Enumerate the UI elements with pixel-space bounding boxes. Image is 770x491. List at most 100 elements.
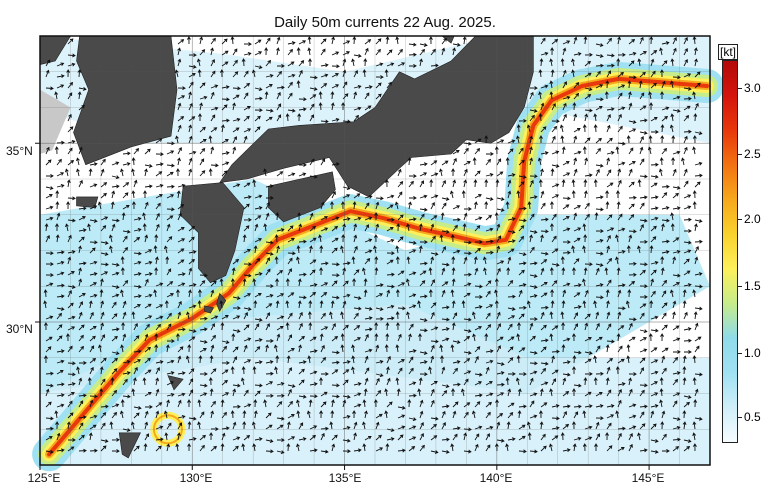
- current-arrow: [463, 411, 469, 419]
- current-arrow: [474, 425, 483, 430]
- current-arrow: [606, 366, 611, 375]
- current-arrow: [89, 345, 95, 353]
- current-arrow: [131, 157, 136, 166]
- current-arrow: [496, 345, 501, 353]
- current-arrow: [474, 443, 479, 452]
- current-arrow: [529, 213, 535, 221]
- current-arrow: [144, 293, 153, 298]
- current-arrow: [100, 322, 105, 331]
- current-arrow: [606, 214, 613, 221]
- current-arrow: [309, 349, 318, 354]
- current-arrow: [452, 157, 457, 166]
- current-arrow: [298, 360, 307, 365]
- current-arrow: [243, 182, 251, 188]
- current-arrow: [562, 204, 570, 210]
- current-arrow: [429, 36, 433, 45]
- current-arrow: [539, 410, 543, 419]
- current-arrow: [89, 260, 98, 265]
- current-arrow: [386, 284, 395, 289]
- current-arrow: [111, 184, 120, 189]
- current-arrow: [606, 357, 613, 364]
- current-arrow: [254, 39, 262, 45]
- current-arrow: [650, 260, 659, 265]
- current-arrow: [452, 340, 461, 344]
- current-arrow: [562, 423, 570, 430]
- current-arrow: [441, 37, 447, 45]
- current-arrow: [330, 410, 335, 419]
- current-arrow: [693, 443, 697, 452]
- current-arrow: [540, 151, 549, 155]
- current-arrow: [375, 373, 384, 378]
- current-arrow: [122, 428, 131, 432]
- current-arrow: [352, 201, 357, 210]
- current-arrow: [573, 305, 582, 309]
- current-arrow: [507, 256, 512, 265]
- current-arrow: [571, 58, 575, 67]
- current-arrow: [364, 258, 371, 265]
- current-arrow: [650, 269, 657, 276]
- current-arrow: [408, 271, 417, 276]
- current-arrow: [133, 304, 141, 309]
- current-arrow: [176, 190, 181, 199]
- current-arrow: [120, 289, 124, 298]
- current-arrow: [364, 249, 373, 254]
- current-arrow: [693, 311, 698, 320]
- current-arrow: [166, 171, 174, 177]
- current-arrow: [44, 223, 49, 232]
- current-arrow: [561, 146, 566, 155]
- colorbar-tick-1-5: 1.5: [744, 279, 761, 293]
- current-arrow: [131, 168, 135, 177]
- current-arrow: [430, 48, 436, 56]
- current-arrow: [210, 146, 215, 155]
- current-arrow: [221, 50, 229, 56]
- current-arrow: [617, 289, 622, 298]
- current-arrow: [188, 267, 193, 276]
- current-arrow: [539, 135, 543, 143]
- current-arrow: [418, 333, 422, 341]
- current-arrow: [462, 223, 467, 232]
- current-arrow: [45, 315, 54, 320]
- current-arrow: [672, 417, 681, 421]
- current-arrow: [396, 322, 400, 331]
- current-arrow: [254, 65, 263, 70]
- current-arrow: [44, 322, 48, 331]
- current-arrow: [551, 39, 559, 45]
- current-arrow: [672, 350, 681, 354]
- current-arrow: [661, 239, 670, 244]
- current-arrow: [210, 84, 219, 89]
- current-arrow: [241, 443, 246, 452]
- current-arrow: [474, 393, 483, 398]
- current-arrow: [692, 146, 696, 155]
- current-arrow: [297, 212, 302, 221]
- current-arrow: [419, 261, 428, 266]
- current-arrow: [243, 92, 249, 100]
- current-arrow: [56, 448, 65, 453]
- current-arrow: [67, 196, 76, 201]
- current-arrow: [45, 251, 54, 256]
- colorbar-tick-2-0: 2.0: [744, 212, 761, 226]
- current-arrow: [342, 58, 347, 67]
- current-arrow: [496, 139, 505, 144]
- current-arrow: [408, 174, 417, 178]
- current-arrow: [496, 245, 501, 254]
- current-arrow: [595, 263, 604, 267]
- current-arrow: [684, 229, 692, 233]
- current-arrow: [111, 218, 120, 223]
- current-arrow: [89, 335, 96, 342]
- current-arrow: [661, 290, 667, 298]
- current-arrow: [540, 217, 549, 222]
- current-arrow: [155, 171, 163, 177]
- current-arrow: [693, 47, 698, 56]
- current-arrow: [617, 399, 622, 408]
- current-arrow: [67, 81, 74, 89]
- current-arrow: [277, 64, 285, 68]
- current-arrow: [606, 107, 615, 112]
- current-arrow: [661, 324, 668, 331]
- current-arrow: [682, 300, 687, 309]
- current-arrow: [661, 302, 668, 309]
- current-arrow: [188, 124, 193, 133]
- current-arrow: [593, 355, 598, 364]
- current-arrow: [484, 333, 489, 342]
- current-arrow: [351, 355, 356, 364]
- current-arrow: [210, 315, 219, 320]
